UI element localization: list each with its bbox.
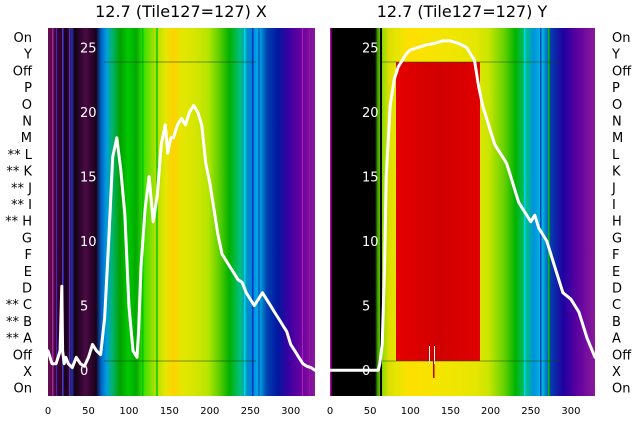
row-label: Off <box>13 64 33 79</box>
row-label: Y <box>23 48 32 63</box>
y-tick-label: 20 <box>362 106 379 121</box>
row-label: ** L <box>8 148 33 163</box>
row-label: N <box>612 115 622 130</box>
x-axis-x: 0 50 100 150 200 250 300 <box>45 406 300 417</box>
x-tick-label: 250 <box>241 406 260 417</box>
y-tick-label: 25 <box>362 41 379 56</box>
row-label: O <box>22 98 32 113</box>
row-label: On <box>612 382 630 397</box>
row-label: X <box>612 365 621 380</box>
y-axis-x: 0 5 10 15 20 25 <box>80 41 97 379</box>
y-tick-label: 25 <box>80 41 97 56</box>
row-label: K <box>612 165 621 180</box>
row-label: X <box>23 365 32 380</box>
row-label: On <box>14 382 32 397</box>
row-label: Off <box>612 348 632 363</box>
x-tick-label: 250 <box>521 406 540 417</box>
row-label: F <box>612 248 619 263</box>
x-tick-label: 150 <box>441 406 460 417</box>
x-tick-label: 50 <box>364 406 377 417</box>
row-label: P <box>24 81 32 96</box>
row-label: ** I <box>11 198 32 213</box>
row-label: Off <box>612 64 632 79</box>
x-tick-label: 300 <box>281 406 300 417</box>
y-tick-label: 15 <box>80 170 97 185</box>
y-tick-label: 10 <box>80 235 97 250</box>
y-tick-label: 10 <box>362 235 379 250</box>
panel-y: 12.7 (Tile127=127) Y 0 50 100 150 200 250 300 … <box>327 2 632 417</box>
x-tick-label: 0 <box>45 406 51 417</box>
row-label: On <box>14 31 32 46</box>
row-label: F <box>25 248 32 263</box>
row-label: E <box>612 265 620 280</box>
row-label: D <box>22 282 32 297</box>
x-tick-label: 50 <box>82 406 95 417</box>
row-label: M <box>21 131 32 146</box>
chart-title-y: 12.7 (Tile127=127) Y <box>377 2 548 21</box>
x-tick-label: 150 <box>160 406 179 417</box>
x-tick-label: 0 <box>327 406 333 417</box>
row-label: G <box>22 231 32 246</box>
row-label: I <box>612 198 616 213</box>
row-label: ** K <box>6 165 32 180</box>
heatmap-red-block-y <box>396 62 480 361</box>
row-label: J <box>611 181 616 196</box>
y-tick-label: 5 <box>80 300 88 315</box>
chart-title-x: 12.7 (Tile127=127) X <box>95 2 267 21</box>
row-label: D <box>612 282 622 297</box>
row-label: M <box>612 131 623 146</box>
x-tick-label: 100 <box>401 406 420 417</box>
x-tick-label: 200 <box>481 406 500 417</box>
panel-x: 12.7 (Tile127=127) X 0 50 100 150 200 250 300 … <box>5 2 317 417</box>
row-label: ** J <box>11 181 32 196</box>
x-tick-label: 100 <box>119 406 138 417</box>
row-label: B <box>612 315 621 330</box>
row-label: E <box>24 265 32 280</box>
heatmap-stripes-x <box>52 28 310 396</box>
row-label: C <box>612 298 621 313</box>
x-tick-label: 200 <box>200 406 219 417</box>
row-label: O <box>612 98 622 113</box>
row-label: ** H <box>5 215 32 230</box>
y-tick-label: 5 <box>362 300 370 315</box>
row-label: ** C <box>6 298 32 313</box>
row-label: L <box>612 148 620 163</box>
heatmap-background-x <box>48 28 315 396</box>
row-label: On <box>612 31 630 46</box>
y-tick-label: 15 <box>362 170 379 185</box>
series-line-x <box>46 104 317 372</box>
x-axis-y: 0 50 100 150 200 250 300 <box>327 406 581 417</box>
row-label: A <box>612 332 621 347</box>
row-label: P <box>612 81 620 96</box>
series-line-y <box>328 39 597 372</box>
row-label: Off <box>13 348 33 363</box>
row-label: ** B <box>6 315 32 330</box>
x-tick-label: 300 <box>561 406 580 417</box>
y-tick-label: 0 <box>80 364 88 379</box>
y-tick-label: 20 <box>80 106 97 121</box>
row-label: G <box>612 231 622 246</box>
row-label: N <box>22 115 32 130</box>
row-label: H <box>612 215 622 230</box>
row-label: Y <box>611 48 620 63</box>
row-label: ** A <box>6 332 32 347</box>
